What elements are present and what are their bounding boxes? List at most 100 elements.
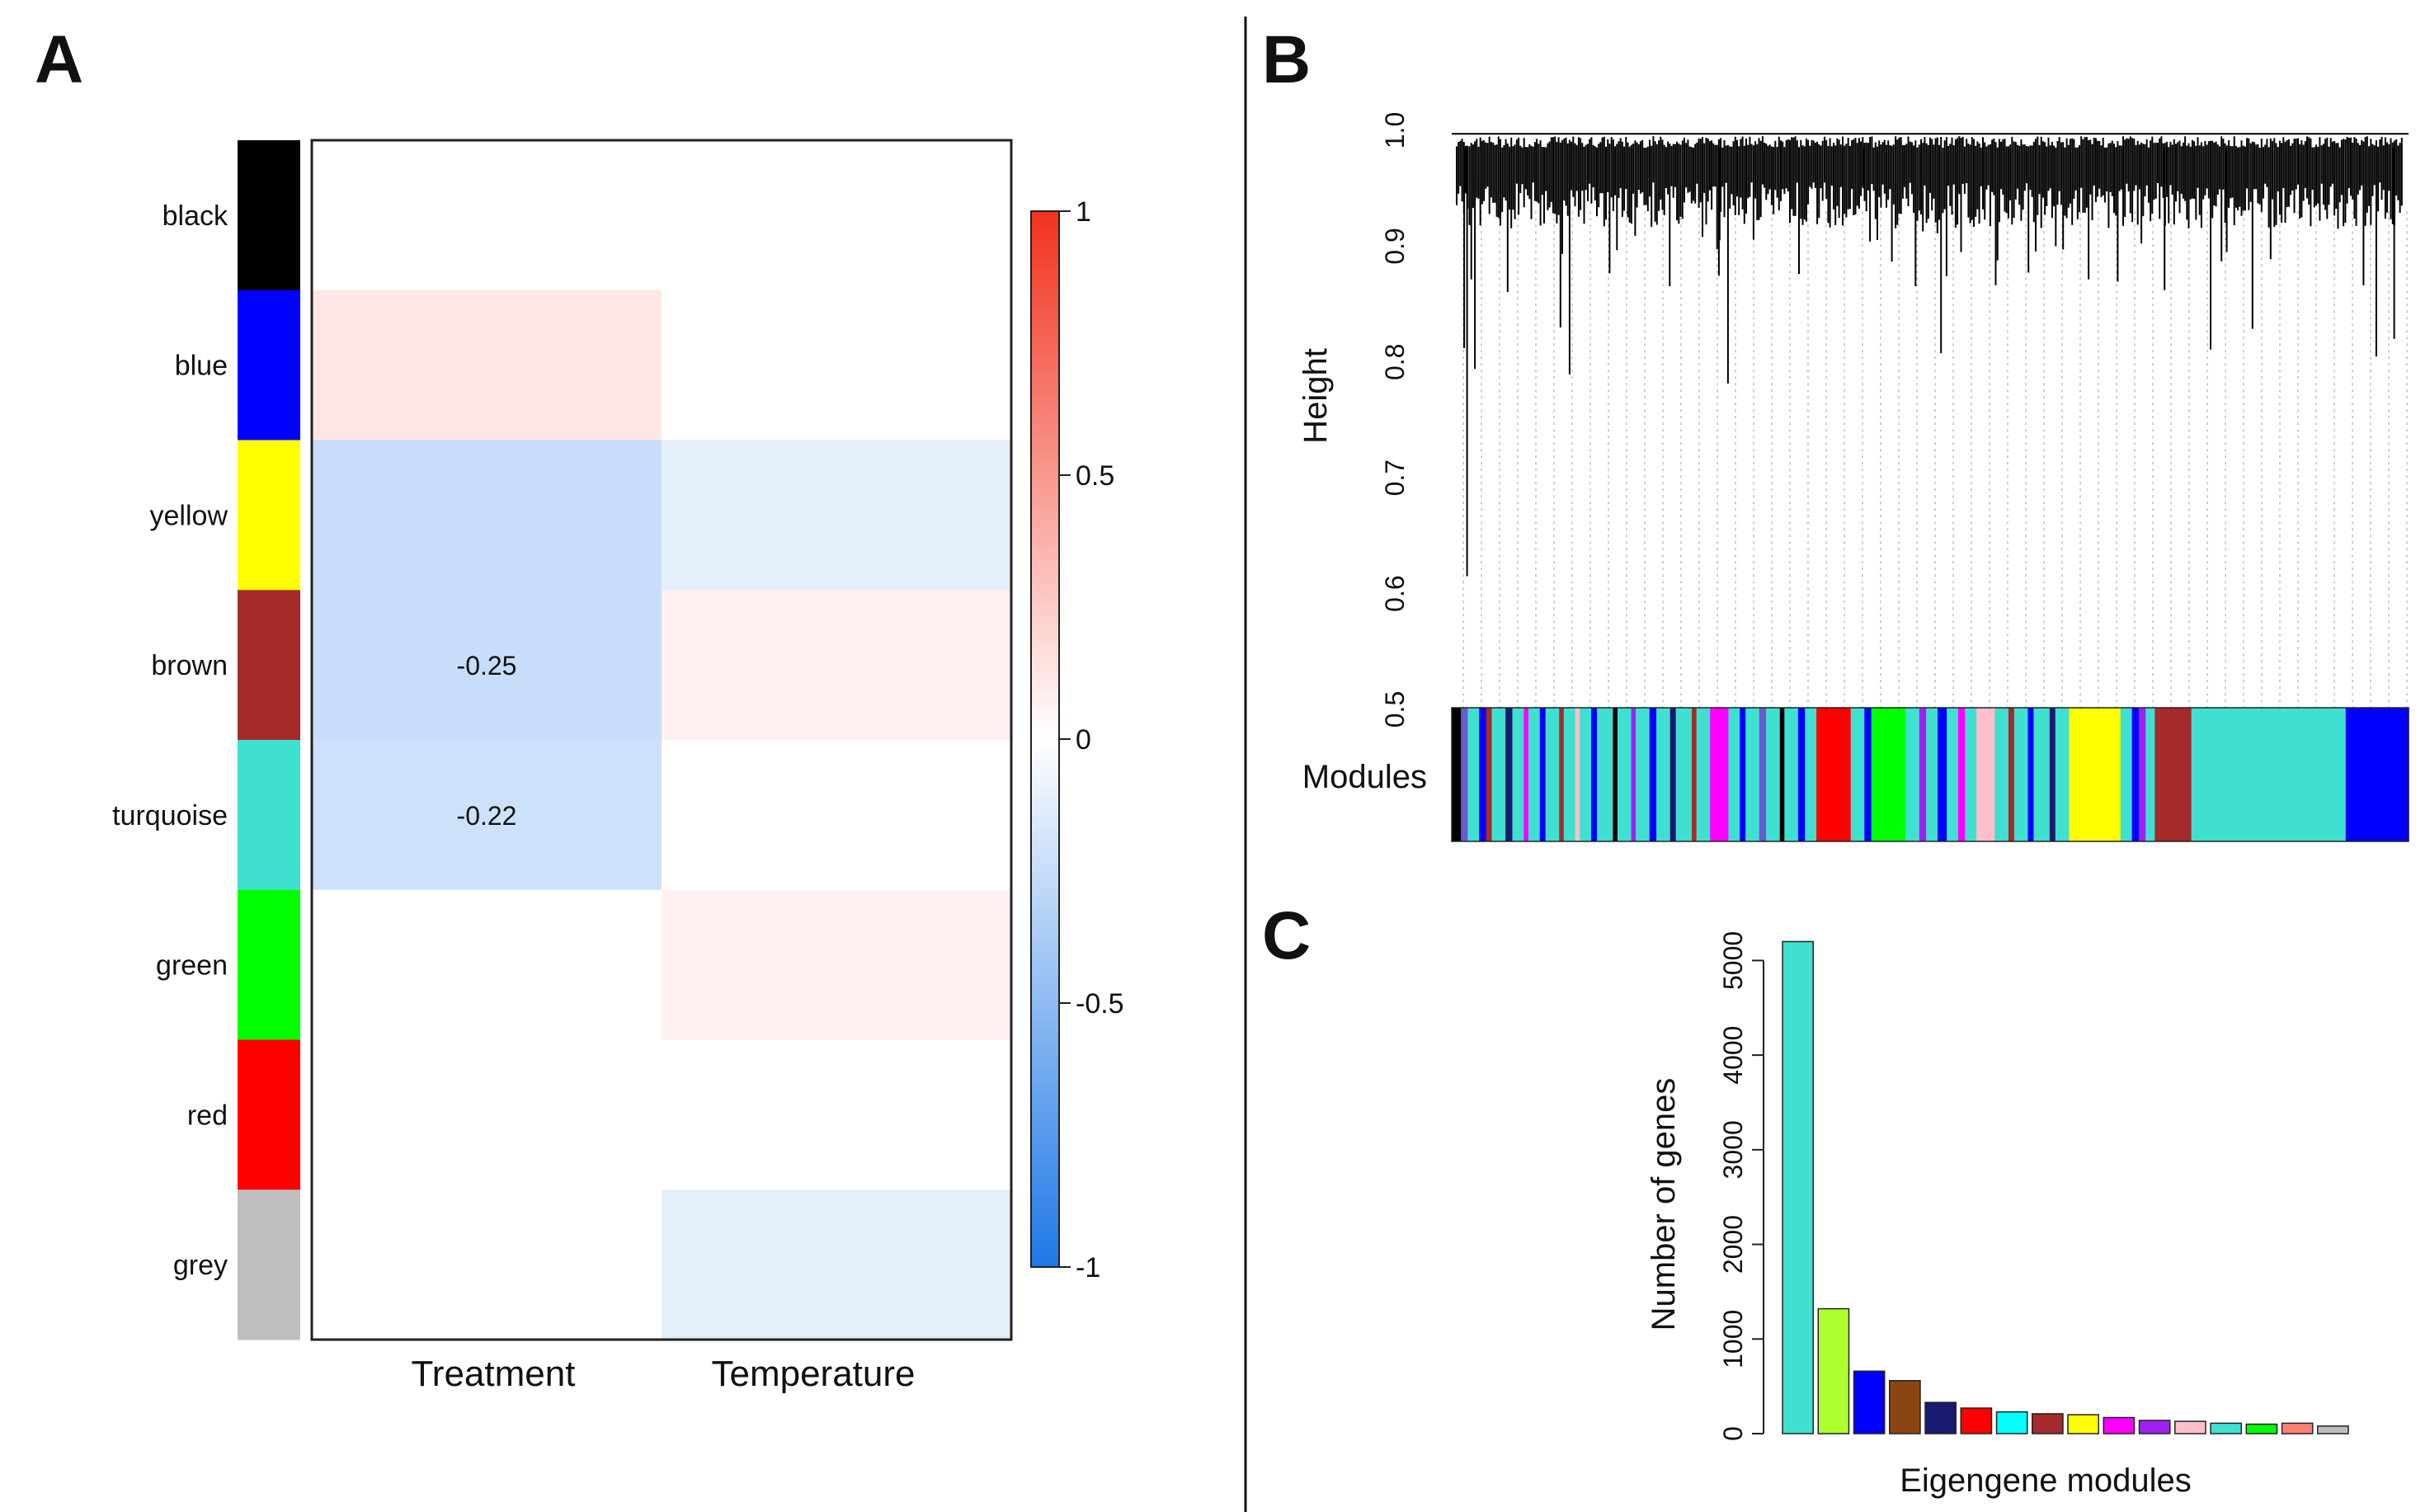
bar-midnightblue xyxy=(1924,1401,1957,1434)
module-block xyxy=(1745,708,1760,841)
module-block xyxy=(2345,708,2409,841)
row-label-turquoise: turquoise xyxy=(112,800,228,831)
bar-y-tick-label: 1000 xyxy=(1718,1310,1748,1368)
heatmap-cell-red-treatment xyxy=(312,1039,662,1190)
module-block xyxy=(1766,708,1781,841)
bar-pink xyxy=(2174,1420,2206,1434)
module-color-bar-blue xyxy=(238,290,300,440)
bar-turquoise xyxy=(1782,940,1814,1434)
dendrogram-y-tick: 0.6 xyxy=(1380,575,1410,611)
column-label-treatment: Treatment xyxy=(412,1354,576,1394)
dendrogram-y-tick: 0.7 xyxy=(1380,459,1410,496)
bar-blue xyxy=(1853,1370,1886,1434)
row-label-brown: brown xyxy=(151,650,228,681)
panel-letter-a: A xyxy=(35,22,83,97)
module-block xyxy=(1710,708,1729,841)
heatmap-cell-grey-temperature xyxy=(662,1189,1012,1340)
dendrogram-y-axis: 0.5 0.6 0.7 0.8 0.9 1.0 xyxy=(1380,112,1410,728)
module-block xyxy=(2027,708,2035,841)
module-block xyxy=(1523,708,1529,841)
bar-y-tick-label: 5000 xyxy=(1718,931,1748,990)
module-row-labels: black blue yellow brown turquoise green red gre… xyxy=(112,200,228,1281)
module-block xyxy=(1779,708,1785,841)
module-color-bar-green xyxy=(238,889,300,1040)
module-block xyxy=(1479,708,1487,841)
dendrogram-y-tick: 0.5 xyxy=(1380,691,1410,728)
colorbar-ticks: 1 0.5 0 -0.5 -1 xyxy=(1059,196,1124,1284)
module-strip-frame xyxy=(1451,707,2409,842)
heatmap-cell-yellow-treatment xyxy=(312,440,662,591)
heatmap-cell-brown-treatment xyxy=(312,590,662,741)
module-block xyxy=(2131,708,2140,841)
module-block xyxy=(2033,708,2051,841)
dendrogram-top-branches xyxy=(1452,133,2409,577)
bar-grey xyxy=(2317,1425,2349,1434)
module-block xyxy=(1486,708,1493,841)
colorbar-tick-label: 0 xyxy=(1076,724,1091,756)
bar-brown4 xyxy=(2032,1413,2064,1434)
bar-y-tick-label: 2000 xyxy=(1718,1215,1748,1274)
module-block xyxy=(1805,708,1817,841)
module-block xyxy=(1797,708,1806,841)
row-label-yellow: yellow xyxy=(150,500,228,531)
colorbar-tick-label: 1 xyxy=(1076,196,1091,228)
colorbar-tick-label: -1 xyxy=(1076,1252,1100,1284)
module-block xyxy=(1591,708,1598,841)
bar-y-tick-label: 4000 xyxy=(1718,1026,1748,1085)
module-block xyxy=(1816,708,1852,841)
row-label-red: red xyxy=(187,1100,228,1131)
module-color-bar-grey xyxy=(238,1189,300,1340)
cell-value-turquoise-treatment: -0.22 xyxy=(457,801,517,831)
heatmap-cell-yellow-temperature xyxy=(662,440,1012,591)
module-block xyxy=(1740,708,1746,841)
module-block xyxy=(2069,708,2122,841)
heatmap-cell-labels: -0.25 -0.22 xyxy=(457,651,517,831)
module-color-bar-black xyxy=(238,140,300,291)
module-block xyxy=(2191,708,2347,841)
module-block xyxy=(1919,708,1927,841)
module-block xyxy=(1636,708,1651,841)
bar-y-label: Number of genes xyxy=(1646,1078,1682,1331)
heatmap-cell-turquoise-treatment xyxy=(312,740,662,891)
colorbar-tick-label: 0.5 xyxy=(1076,460,1114,492)
module-block xyxy=(1965,708,1977,841)
panel-a: A black blue yellow brown turquoise green red g… xyxy=(35,22,1124,1394)
module-block xyxy=(1559,708,1565,841)
bar-series xyxy=(1782,940,2349,1434)
bar-brown xyxy=(1889,1380,1921,1434)
panel-letter-b: B xyxy=(1262,22,1311,97)
module-block xyxy=(1631,708,1636,841)
heatmap-cell-blue-temperature xyxy=(662,290,1012,440)
panel-letter-c: C xyxy=(1262,898,1311,973)
module-block xyxy=(1994,708,2009,841)
module-block xyxy=(1675,708,1693,841)
module-block xyxy=(2138,708,2146,841)
module-block xyxy=(1692,708,1698,841)
dendrogram-y-tick: 0.9 xyxy=(1380,228,1410,264)
bar-y-tick-label: 3000 xyxy=(1718,1120,1748,1179)
module-block xyxy=(1656,708,1671,841)
heatmap-cell-black-treatment xyxy=(312,140,662,291)
cell-value-brown-treatment: -0.25 xyxy=(457,651,517,681)
module-color-strip xyxy=(1451,707,2409,842)
bar-turquoise2 xyxy=(2210,1422,2242,1434)
module-block xyxy=(1759,708,1767,841)
module-block xyxy=(1491,708,1506,841)
module-block xyxy=(1580,708,1592,841)
module-block xyxy=(1784,708,1799,841)
bar-red xyxy=(1960,1407,1993,1434)
heatmap-cell-black-temperature xyxy=(662,140,1012,291)
module-block xyxy=(1728,708,1740,841)
bar-magenta xyxy=(2103,1416,2136,1434)
module-block xyxy=(2008,708,2015,841)
heatmap-cell-grey-treatment xyxy=(312,1189,662,1340)
bar-x-label: Eigengene modules xyxy=(1900,1463,2192,1499)
module-block xyxy=(1926,708,1938,841)
module-block xyxy=(1947,708,1959,841)
module-block xyxy=(1461,708,1469,841)
module-color-bars xyxy=(238,140,300,1340)
module-block xyxy=(2155,708,2192,841)
bar-purple xyxy=(2138,1420,2171,1434)
module-block xyxy=(1938,708,1947,841)
module-block xyxy=(1575,708,1580,841)
